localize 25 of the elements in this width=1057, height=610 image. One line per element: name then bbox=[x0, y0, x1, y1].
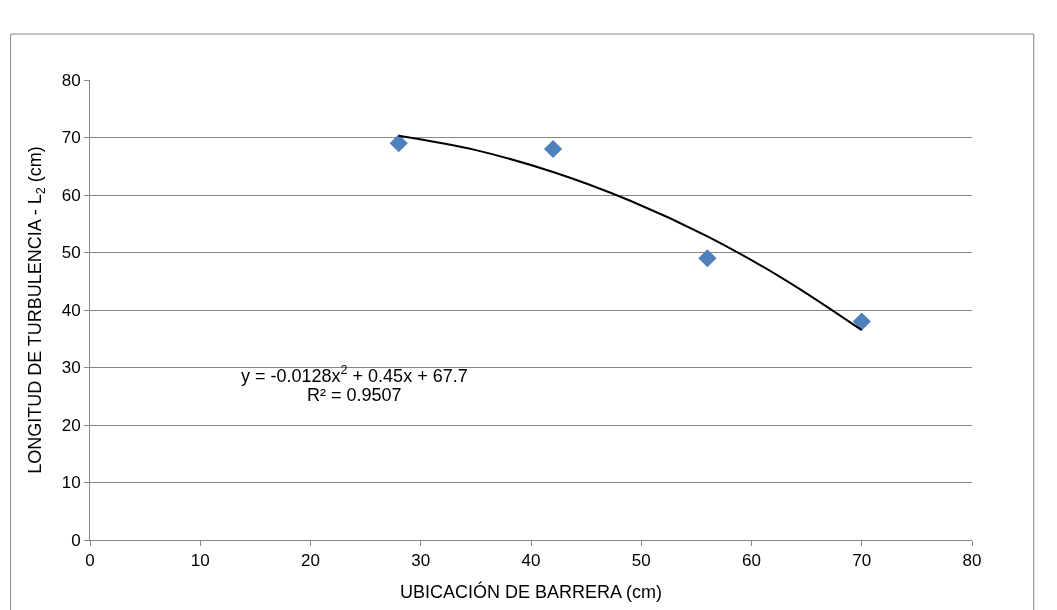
point bbox=[852, 312, 871, 331]
x-axis-title: UBICACIÓN DE BARRERA (cm) bbox=[399, 580, 663, 602]
x-tick-label: 80 bbox=[962, 551, 982, 571]
y-tick-label: 40 bbox=[61, 300, 81, 320]
x-tick-label: 70 bbox=[852, 551, 872, 571]
x-tick-label: 30 bbox=[411, 551, 431, 571]
y-tick-label: 80 bbox=[61, 70, 81, 90]
x-tick-label: 60 bbox=[742, 551, 761, 571]
annotation: y = -0.0128x$^{2}$ + 0.45x + 67.7 bbox=[241, 363, 468, 386]
point bbox=[698, 249, 717, 268]
x-tick-label: 40 bbox=[521, 551, 541, 571]
y-tick-label: 0 bbox=[71, 530, 81, 550]
y-tick-label: 70 bbox=[61, 128, 81, 148]
y-tick-label: 30 bbox=[61, 358, 81, 378]
point bbox=[389, 134, 408, 153]
x-tick-label: 10 bbox=[190, 551, 210, 571]
y-tick-label: 20 bbox=[61, 415, 81, 435]
x-tick-label: 0 bbox=[85, 551, 95, 571]
y-tick-label: 50 bbox=[61, 243, 81, 263]
x-tick-label: 50 bbox=[631, 551, 651, 571]
y-tick-label: 10 bbox=[61, 473, 81, 493]
point bbox=[543, 139, 563, 159]
x-tick-label: 20 bbox=[301, 551, 320, 571]
y-tick-label: 60 bbox=[61, 185, 81, 205]
annotation: R² = 0.9507 bbox=[307, 385, 402, 405]
